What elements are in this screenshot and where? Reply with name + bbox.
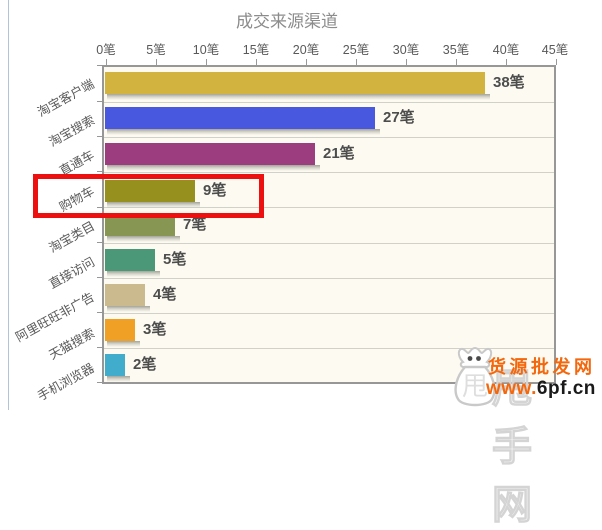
svg-text:甩: 甩: [462, 371, 488, 401]
